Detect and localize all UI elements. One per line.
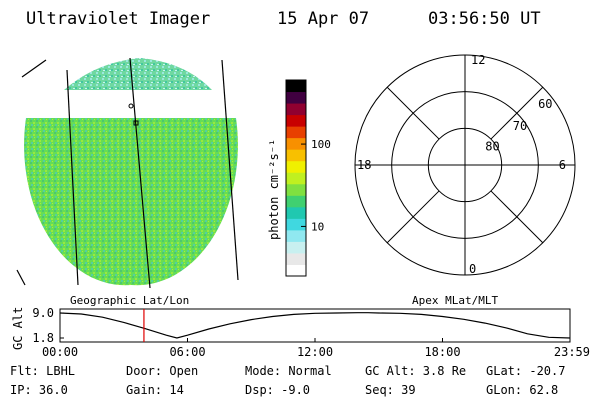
lon-line xyxy=(66,69,79,286)
mlat-label: 80 xyxy=(485,140,499,154)
instrument-title: Ultraviolet Imager xyxy=(26,9,210,29)
colorbar-swatch xyxy=(286,183,306,196)
altitude-line xyxy=(59,312,571,339)
colorbar-swatch xyxy=(286,80,306,93)
lat-line xyxy=(21,59,47,78)
y-tick-label: 1.8 xyxy=(32,331,54,345)
x-tick-label: 00:00 xyxy=(42,345,78,359)
footer-field: Flt: LBHL xyxy=(10,364,75,378)
colorbar-swatch xyxy=(286,149,306,162)
y-axis-label: GC Alt xyxy=(11,307,25,350)
x-tick-label: 12:00 xyxy=(297,345,333,359)
colorbar-swatch xyxy=(286,195,306,208)
mlat-label: 70 xyxy=(513,119,527,133)
colorbar-swatch xyxy=(286,160,306,173)
mlt-diagonal xyxy=(386,190,440,244)
mlt-diagonal xyxy=(490,190,544,244)
mlt-label: 18 xyxy=(357,158,371,172)
footer-field: GLat: -20.7 xyxy=(486,364,565,378)
colorbar-swatch xyxy=(286,229,306,242)
polar-cap-emission xyxy=(64,58,212,90)
time-label: 03:56:50 UT xyxy=(428,9,541,29)
colorbar-swatch xyxy=(286,91,306,104)
colorbar-swatch xyxy=(286,252,306,265)
footer-field: GC Alt: 3.8 Re xyxy=(365,364,466,378)
apex-label: Apex MLat/MLT xyxy=(412,294,498,307)
pole-marker xyxy=(128,103,134,109)
lon-line xyxy=(221,59,239,281)
colorbar-swatch xyxy=(286,172,306,185)
footer-field: Dsp: -9.0 xyxy=(245,383,310,397)
mlt-label: 12 xyxy=(471,53,485,67)
footer-field: Gain: 14 xyxy=(126,383,184,397)
colorbar-swatch xyxy=(286,137,306,150)
lat-line xyxy=(16,269,26,286)
y-tick-label: 9.0 xyxy=(32,306,54,320)
x-tick-label: 06:00 xyxy=(169,345,205,359)
footer-field: IP: 36.0 xyxy=(10,383,68,397)
geographic-label: Geographic Lat/Lon xyxy=(70,294,189,307)
colorbar-tick-label: 100 xyxy=(311,138,331,151)
x-tick-label: 18:00 xyxy=(424,345,460,359)
mlat-label: 60 xyxy=(538,97,552,111)
footer-field: Seq: 39 xyxy=(365,383,416,397)
mlt-label: 6 xyxy=(559,158,566,172)
x-tick-label: 23:59 xyxy=(554,345,590,359)
dayglow-disk xyxy=(24,118,238,286)
status-footer: Flt: LBHL Door: Open Mode: Normal GC Alt: 3… xyxy=(10,364,565,397)
mlt-diagonal xyxy=(490,86,544,140)
colorbar-unit: photon cm⁻²s⁻¹ xyxy=(267,139,281,240)
footer-field: Door: Open xyxy=(126,364,198,378)
gc-altitude-chart: GC Alt 9.0 1.800:00 06:00 12:00 18:00 23:59 xyxy=(11,306,590,359)
mlt-diagonal xyxy=(386,86,440,140)
footer-field: GLon: 62.8 xyxy=(486,383,558,397)
colorbar-swatch xyxy=(286,206,306,219)
colorbar: 100 10 xyxy=(285,79,331,277)
footer-field: Mode: Normal xyxy=(245,364,332,378)
colorbar-tick-label: 10 xyxy=(311,220,324,233)
colorbar-swatch xyxy=(286,241,306,254)
colorbar-swatch xyxy=(286,218,306,231)
date-label: 15 Apr 07 xyxy=(277,9,369,29)
colorbar-swatch xyxy=(286,114,306,127)
subsatellite-marker xyxy=(133,120,139,126)
colorbar-swatch xyxy=(286,264,306,277)
geographic-image xyxy=(16,57,239,289)
mlt-label: 0 xyxy=(469,262,476,276)
lon-line xyxy=(129,57,151,289)
colorbar-frame xyxy=(285,79,307,277)
colorbar-swatch xyxy=(286,126,306,139)
colorbar-swatch xyxy=(286,103,306,116)
